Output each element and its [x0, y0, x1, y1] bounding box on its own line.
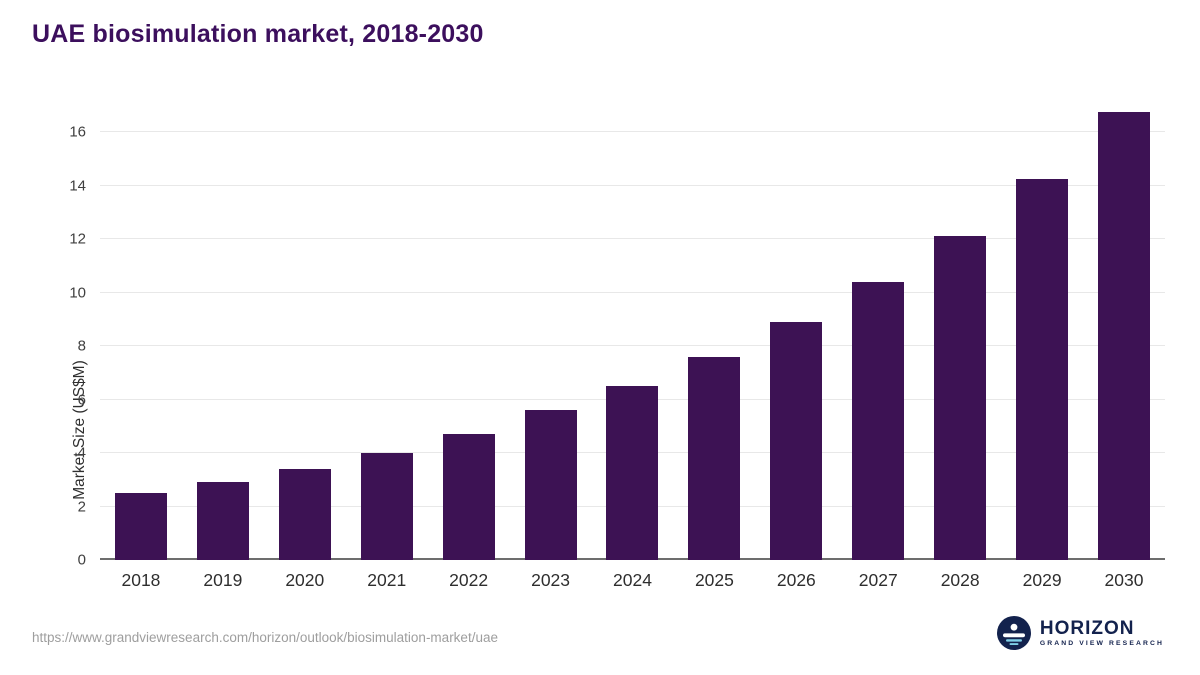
gridline-8	[100, 345, 1165, 347]
logo-subtitle: GRAND VIEW RESEARCH	[1039, 640, 1164, 648]
y-tick-label-0: 0	[77, 551, 86, 569]
gridline-10	[100, 291, 1165, 293]
horizon-logo-icon	[996, 616, 1031, 650]
bar-2029	[1016, 178, 1069, 560]
y-tick-label-8: 8	[77, 337, 86, 355]
bar-2022	[442, 434, 495, 560]
horizon-logo: HORIZON GRAND VIEW RESEARCH	[996, 616, 1164, 650]
bar-2025	[688, 356, 741, 560]
gridline-16	[100, 131, 1165, 133]
logo-wordmark: HORIZON	[1039, 617, 1135, 639]
x-tick-label-2029: 2029	[1022, 570, 1062, 590]
bar-2027	[852, 281, 905, 560]
source-url: https://www.grandviewresearch.com/horizo…	[32, 630, 498, 645]
x-tick-label-2028: 2028	[940, 570, 980, 590]
x-tick-label-2020: 2020	[285, 570, 325, 590]
bar-2026	[770, 321, 823, 560]
x-tick-label-2021: 2021	[367, 570, 407, 590]
x-tick-label-2027: 2027	[858, 570, 898, 590]
x-tick-label-2025: 2025	[694, 570, 734, 590]
gridline-12	[100, 238, 1165, 240]
bar-2020	[278, 469, 331, 560]
y-tick-label-12: 12	[69, 230, 86, 248]
x-tick-label-2023: 2023	[531, 570, 571, 590]
bar-2021	[360, 453, 413, 560]
x-tick-label-2026: 2026	[776, 570, 816, 590]
bar-2028	[934, 236, 987, 560]
bar-2023	[524, 410, 577, 560]
bar-2019	[196, 482, 249, 560]
bar-2018	[114, 493, 167, 560]
x-tick-label-2019: 2019	[203, 570, 243, 590]
bar-2030	[1098, 112, 1151, 560]
x-tick-label-2030: 2030	[1104, 570, 1144, 590]
y-tick-label-16: 16	[69, 123, 86, 141]
plot-area: Market Size (US$M) 0 2 4 6 8 10 12 14 16	[69, 100, 1165, 568]
y-tick-label-2: 2	[77, 498, 86, 516]
y-tick-label-6: 6	[77, 391, 86, 409]
gridline-14	[100, 184, 1165, 186]
y-tick-label-10: 10	[69, 284, 86, 302]
y-tick-label-4: 4	[77, 444, 86, 462]
bars	[100, 100, 1165, 560]
y-axis-title: Market Size (US$M)	[71, 360, 88, 500]
x-tick-label-2022: 2022	[449, 570, 489, 590]
chart-title: UAE biosimulation market, 2018-2030	[32, 20, 484, 48]
y-tick-label-14: 14	[69, 177, 86, 195]
x-tick-label-2024: 2024	[613, 570, 652, 590]
x-tick-label-2018: 2018	[121, 570, 161, 590]
logo-text: HORIZON GRAND VIEW RESEARCH	[1039, 617, 1164, 648]
bar-2024	[606, 386, 659, 560]
x-axis-labels: 2018 2019 2020 2021 2022 2023 2024 2025 2026 2027…	[100, 570, 1165, 591]
